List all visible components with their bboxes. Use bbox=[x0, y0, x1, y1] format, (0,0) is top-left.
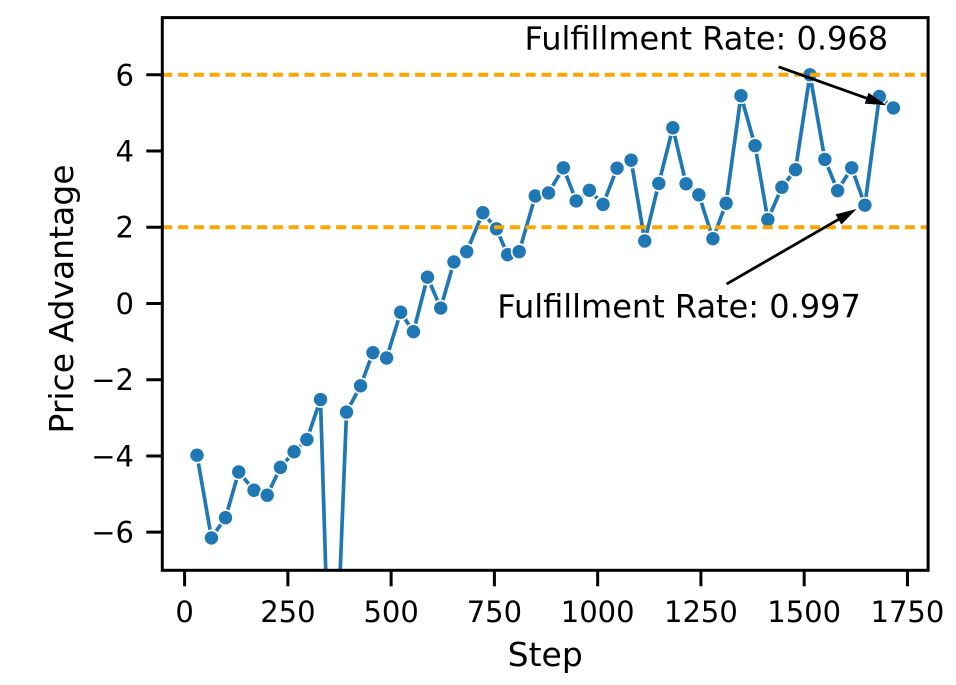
data-point-marker bbox=[886, 101, 901, 115]
data-point-marker bbox=[818, 152, 832, 167]
data-point-marker bbox=[666, 121, 680, 135]
data-point-marker bbox=[706, 231, 720, 246]
data-point-marker bbox=[366, 345, 380, 360]
data-point-marker bbox=[460, 244, 474, 259]
x-tick-label: 500 bbox=[363, 595, 418, 629]
data-point-marker bbox=[273, 460, 288, 475]
data-point-marker bbox=[447, 255, 461, 269]
data-point-marker bbox=[512, 244, 526, 259]
x-tick-label: 1000 bbox=[561, 595, 635, 629]
x-tick-label: 1500 bbox=[767, 595, 841, 629]
data-point-marker bbox=[204, 531, 219, 545]
annotation-text: Fulfillment Rate: 0.968 bbox=[525, 20, 889, 58]
annotation-arrow-shaft bbox=[725, 215, 844, 286]
annotation-arrow-shaft bbox=[778, 65, 873, 102]
annotation-1: Fulfillment Rate: 0.997 bbox=[497, 208, 861, 326]
data-point-marker bbox=[218, 511, 233, 525]
data-point-marker bbox=[624, 153, 638, 167]
data-point-marker bbox=[260, 488, 274, 502]
annotation-arrow-head bbox=[864, 92, 887, 106]
y-tick-label: −4 bbox=[91, 439, 134, 473]
x-tick-label: 1250 bbox=[664, 595, 738, 629]
data-point-marker bbox=[420, 270, 435, 284]
data-point-marker bbox=[232, 465, 246, 479]
data-point-marker bbox=[596, 197, 610, 212]
data-point-marker bbox=[734, 89, 748, 103]
data-point-marker bbox=[830, 183, 845, 198]
data-point-marker bbox=[313, 392, 328, 407]
data-point-marker bbox=[788, 162, 803, 177]
y-tick-label: 4 bbox=[116, 135, 134, 169]
y-tick-label: 6 bbox=[116, 58, 134, 92]
data-point-marker bbox=[748, 138, 762, 153]
data-point-marker bbox=[761, 212, 775, 227]
y-axis-label: Price Advantage bbox=[42, 164, 81, 433]
data-point-marker bbox=[652, 176, 666, 191]
data-point-marker bbox=[353, 379, 368, 393]
y-tick-label: 2 bbox=[116, 211, 134, 245]
x-tick-label: 750 bbox=[467, 595, 522, 629]
data-point-marker bbox=[844, 161, 859, 175]
data-point-marker bbox=[719, 196, 733, 210]
x-tick-label: 1750 bbox=[871, 595, 945, 629]
data-point-marker bbox=[379, 351, 394, 365]
data-point-marker bbox=[300, 432, 314, 447]
data-point-marker bbox=[434, 301, 448, 315]
data-point-marker bbox=[247, 483, 261, 497]
data-point-marker bbox=[775, 180, 789, 194]
plot-area-data bbox=[162, 66, 929, 571]
data-point-marker bbox=[541, 186, 556, 200]
annotation-arrow-head bbox=[835, 208, 857, 225]
data-point-marker bbox=[638, 234, 652, 248]
y-tick-label: −6 bbox=[91, 516, 134, 550]
data-point-marker bbox=[610, 161, 624, 175]
data-point-marker bbox=[569, 194, 583, 208]
data-point-marker bbox=[190, 448, 204, 462]
y-tick-label: −2 bbox=[91, 363, 134, 397]
x-tick-label: 0 bbox=[175, 595, 193, 629]
data-point-marker bbox=[287, 445, 301, 459]
data-point-marker bbox=[556, 161, 571, 175]
x-tick-label: 250 bbox=[260, 595, 315, 629]
annotation-text: Fulfillment Rate: 0.997 bbox=[497, 288, 861, 326]
data-point-marker bbox=[339, 405, 354, 419]
data-point-marker bbox=[582, 183, 597, 197]
data-point-marker bbox=[406, 324, 421, 339]
x-axis-label: Step bbox=[508, 635, 583, 674]
data-point-marker bbox=[528, 189, 542, 203]
data-point-marker bbox=[393, 305, 408, 319]
annotation-0: Fulfillment Rate: 0.968 bbox=[525, 20, 889, 106]
axes-spines bbox=[160, 16, 930, 572]
data-point-marker bbox=[476, 206, 490, 220]
data-point-marker bbox=[858, 198, 872, 212]
data-point-marker bbox=[679, 177, 693, 191]
y-tick-label: 0 bbox=[116, 287, 134, 321]
data-point-marker bbox=[692, 188, 706, 202]
